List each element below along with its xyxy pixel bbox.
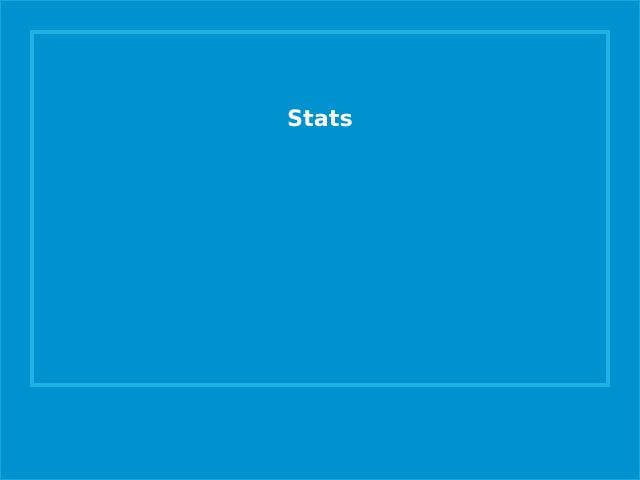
panel-title: Stats [287, 107, 353, 132]
stats-panel: Stats [30, 30, 610, 387]
